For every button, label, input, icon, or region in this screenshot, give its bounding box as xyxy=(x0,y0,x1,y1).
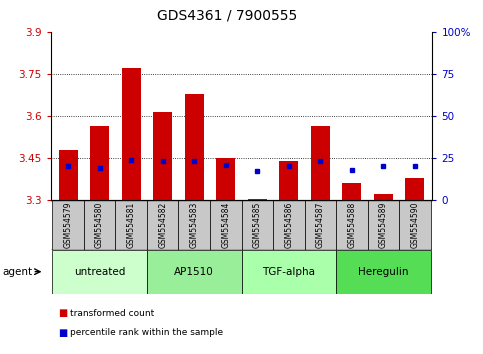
Text: GSM554582: GSM554582 xyxy=(158,201,167,248)
Bar xyxy=(336,250,431,294)
Text: GSM554587: GSM554587 xyxy=(316,201,325,248)
Bar xyxy=(147,200,178,250)
Bar xyxy=(178,200,210,250)
Text: GDS4361 / 7900555: GDS4361 / 7900555 xyxy=(157,9,297,23)
Text: GSM554585: GSM554585 xyxy=(253,201,262,248)
Bar xyxy=(90,126,109,200)
Bar xyxy=(210,200,242,250)
Bar xyxy=(279,161,298,200)
Bar xyxy=(242,200,273,250)
Bar xyxy=(52,250,147,294)
Bar xyxy=(122,68,141,200)
Bar xyxy=(273,200,305,250)
Text: GSM554583: GSM554583 xyxy=(190,201,199,248)
Bar xyxy=(153,112,172,200)
Bar xyxy=(336,200,368,250)
Text: TGF-alpha: TGF-alpha xyxy=(262,267,315,277)
Text: GSM554579: GSM554579 xyxy=(64,201,72,248)
Bar xyxy=(52,200,84,250)
Bar xyxy=(58,149,77,200)
Text: agent: agent xyxy=(2,267,32,277)
Bar xyxy=(311,126,330,200)
Bar xyxy=(399,200,431,250)
Text: GSM554588: GSM554588 xyxy=(347,201,356,248)
Text: GSM554584: GSM554584 xyxy=(221,201,230,248)
Text: percentile rank within the sample: percentile rank within the sample xyxy=(70,328,223,337)
Bar xyxy=(342,183,361,200)
Bar xyxy=(84,200,115,250)
Bar xyxy=(147,250,242,294)
Bar xyxy=(305,200,336,250)
Text: GSM554586: GSM554586 xyxy=(284,201,293,248)
Text: GSM554589: GSM554589 xyxy=(379,201,388,248)
Text: transformed count: transformed count xyxy=(70,309,154,318)
Bar xyxy=(185,93,204,200)
Text: ■: ■ xyxy=(58,308,67,318)
Bar xyxy=(115,200,147,250)
Bar xyxy=(406,178,425,200)
Bar xyxy=(242,250,336,294)
Text: ■: ■ xyxy=(58,328,67,338)
Text: Heregulin: Heregulin xyxy=(358,267,409,277)
Text: GSM554590: GSM554590 xyxy=(411,201,419,248)
Bar xyxy=(368,200,399,250)
Text: AP1510: AP1510 xyxy=(174,267,214,277)
Bar xyxy=(374,194,393,200)
Text: untreated: untreated xyxy=(74,267,125,277)
Bar xyxy=(248,199,267,200)
Text: GSM554580: GSM554580 xyxy=(95,201,104,248)
Bar xyxy=(216,158,235,200)
Text: GSM554581: GSM554581 xyxy=(127,201,136,248)
